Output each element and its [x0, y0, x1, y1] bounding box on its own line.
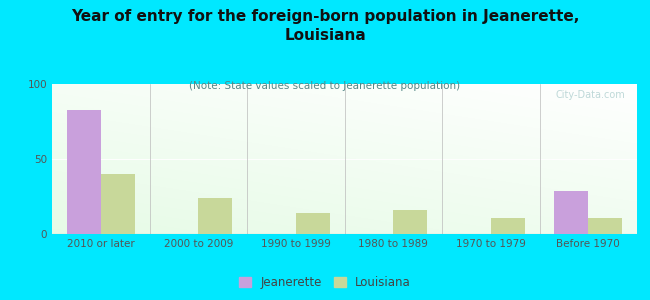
Bar	[296, 213, 330, 234]
Text: (Note: State values scaled to Jeanerette population): (Note: State values scaled to Jeanerette…	[189, 81, 461, 91]
Legend: Jeanerette, Louisiana: Jeanerette, Louisiana	[235, 272, 415, 294]
Bar	[66, 110, 101, 234]
Text: Year of entry for the foreign-born population in Jeanerette,
Louisiana: Year of entry for the foreign-born popul…	[71, 9, 579, 43]
Bar	[588, 218, 623, 234]
Bar	[198, 198, 233, 234]
Bar	[554, 190, 588, 234]
Bar	[393, 210, 428, 234]
Bar	[491, 218, 525, 234]
Text: City-Data.com: City-Data.com	[556, 90, 625, 100]
Bar	[101, 174, 135, 234]
